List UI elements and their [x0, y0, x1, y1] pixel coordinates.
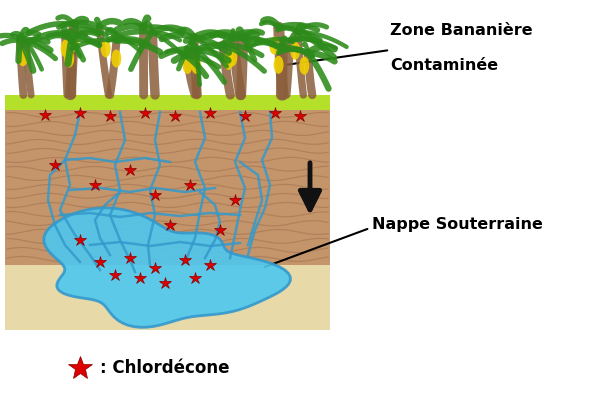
Text: Nappe Souterraine: Nappe Souterraine: [372, 218, 543, 232]
Text: Zone Bananière: Zone Bananière: [390, 23, 533, 38]
Ellipse shape: [191, 56, 201, 74]
Ellipse shape: [111, 50, 121, 68]
FancyBboxPatch shape: [5, 110, 330, 265]
Ellipse shape: [69, 34, 79, 52]
Ellipse shape: [64, 50, 74, 68]
Ellipse shape: [227, 48, 237, 66]
Ellipse shape: [269, 36, 279, 54]
Ellipse shape: [299, 57, 309, 75]
Ellipse shape: [18, 48, 28, 66]
Text: : Chlordécone: : Chlordécone: [100, 359, 229, 377]
Ellipse shape: [290, 42, 300, 60]
Ellipse shape: [274, 56, 284, 74]
Ellipse shape: [61, 40, 71, 58]
Polygon shape: [44, 208, 290, 327]
Text: Contaminée: Contaminée: [390, 58, 498, 73]
Ellipse shape: [223, 52, 233, 70]
Ellipse shape: [182, 56, 193, 74]
Ellipse shape: [101, 39, 110, 57]
FancyBboxPatch shape: [5, 265, 330, 330]
FancyBboxPatch shape: [5, 95, 330, 110]
